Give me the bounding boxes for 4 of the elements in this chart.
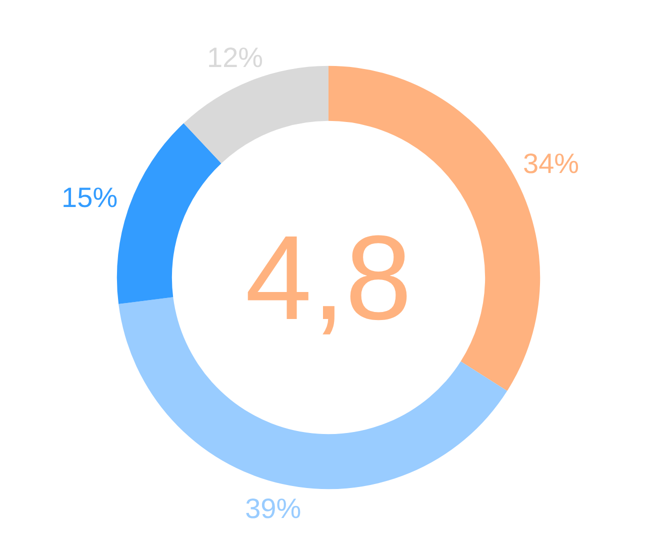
data-label: 34% [523,148,580,179]
data-label: 39% [245,493,302,524]
text: 4,8 [245,211,412,345]
data-label: 15% [62,182,118,213]
